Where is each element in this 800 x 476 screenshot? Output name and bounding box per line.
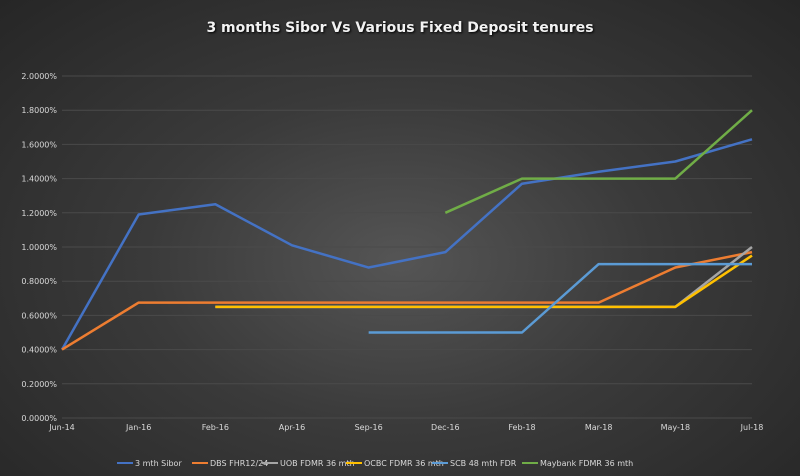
y-tick-label: 1.0000% xyxy=(21,243,57,252)
legend-entry: DBS FHR12/24 xyxy=(210,459,268,468)
series-line-uob-fdmr-36-mth xyxy=(215,246,753,309)
x-tick-label: Feb-16 xyxy=(202,423,229,432)
y-tick-label: 1.2000% xyxy=(21,209,57,218)
y-tick-label: 0.0000% xyxy=(21,414,57,423)
legend-entry: Maybank FDMR 36 mth xyxy=(540,459,633,468)
x-tick-label: Jan-16 xyxy=(125,423,151,432)
y-tick-label: 0.8000% xyxy=(21,277,57,286)
y-tick-label: 0.4000% xyxy=(21,346,57,355)
legend-entry: 3 mth Sibor xyxy=(135,459,182,468)
chart-title: 3 months Sibor Vs Various Fixed Deposit … xyxy=(206,20,594,36)
series-line-maybank-fdmr-36-mth xyxy=(444,109,753,214)
series-line-dbs-fhr12-24 xyxy=(61,250,753,351)
series-line-3-mth-sibor xyxy=(60,138,753,351)
series-line-ocbc-fdmr-36-mth xyxy=(215,254,753,309)
y-tick-label: 2.0000% xyxy=(21,72,57,81)
legend-entry: SCB 48 mth FDR xyxy=(450,459,517,468)
y-tick-label: 1.8000% xyxy=(21,106,57,115)
x-tick-label: May-18 xyxy=(661,423,690,432)
x-tick-label: Mar-18 xyxy=(585,423,613,432)
legend-entry: UOB FDMR 36 mth xyxy=(280,459,355,468)
y-tick-label: 1.6000% xyxy=(21,140,57,149)
x-tick-label: Sep-16 xyxy=(355,423,383,432)
legend-entry: OCBC FDMR 36 mth xyxy=(364,459,444,468)
x-tick-label: Jul-18 xyxy=(740,423,764,432)
x-tick-label: Jun-14 xyxy=(48,423,75,432)
y-tick-label: 0.6000% xyxy=(21,311,57,320)
x-tick-label: Feb-18 xyxy=(508,423,535,432)
x-tick-label: Dec-16 xyxy=(431,423,460,432)
y-tick-label: 1.4000% xyxy=(21,175,57,184)
x-tick-label: Apr-16 xyxy=(279,423,305,432)
series-line-scb-48-mth-fdr xyxy=(368,262,752,334)
y-tick-label: 0.2000% xyxy=(21,380,57,389)
